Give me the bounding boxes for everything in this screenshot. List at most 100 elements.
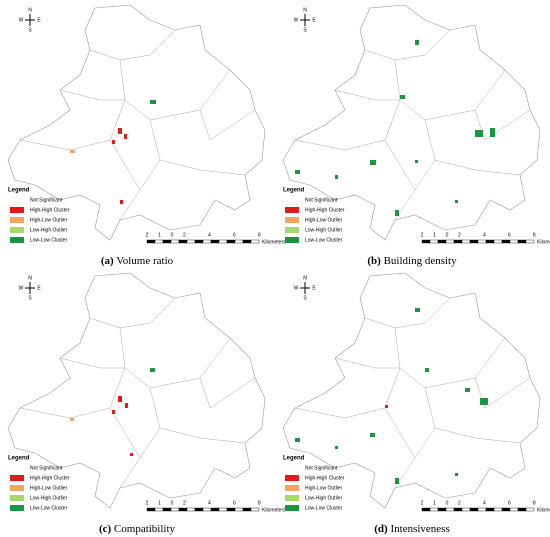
scale-segment [242, 239, 252, 244]
scale-segment [194, 507, 204, 512]
cluster-patch [120, 200, 123, 204]
scale-label: 0 [446, 500, 449, 506]
scale-unit: Kilometers [537, 239, 550, 245]
compass-s: S [303, 295, 307, 301]
cluster-patch [425, 368, 429, 372]
scale-segment [186, 239, 196, 244]
cluster-patch [415, 160, 418, 163]
caption-label: (b) [367, 255, 381, 267]
scale-segment [250, 239, 260, 244]
legend-swatch [285, 495, 299, 501]
legend-swatch [10, 495, 24, 501]
caption-title: Building density [384, 255, 458, 267]
legend-label: High-High Cluster [30, 475, 70, 481]
scale-label: 4 [483, 232, 486, 238]
compass-n: N [28, 275, 32, 281]
scale-label: 2 [458, 500, 461, 506]
scale-unit: Kilometers [262, 507, 286, 513]
legend-swatch [284, 464, 300, 472]
scale-segment [170, 239, 180, 244]
district-boundary [109, 407, 141, 459]
scale-unit: Kilometers [262, 239, 286, 245]
legend-label: Low-High Outlier [305, 227, 343, 233]
scale-segment [453, 239, 463, 244]
legend-label: High-Low Outlier [305, 217, 343, 223]
scale-segment [154, 507, 164, 512]
legend-label: Low-Low Cluster [305, 505, 343, 511]
legend-swatch [285, 237, 299, 243]
compass-w: W [19, 17, 24, 23]
cluster-patch [385, 405, 388, 408]
compass-n: N [303, 7, 307, 13]
cluster-patch [118, 396, 122, 402]
scale-segment [234, 239, 244, 244]
legend-title: Legend [8, 456, 30, 462]
caption-title: Compatibility [114, 523, 176, 535]
scale-segment [477, 239, 487, 244]
scale-segment [250, 507, 260, 512]
legend-label: High-High Cluster [305, 207, 345, 213]
cluster-patch [395, 478, 399, 484]
scale-label: 0 [446, 232, 449, 238]
legend-label: High-High Cluster [30, 207, 70, 213]
scale-label: 2 [146, 232, 149, 238]
scale-segment [421, 507, 431, 512]
scale-segment [437, 507, 447, 512]
legend-swatch [9, 196, 25, 204]
scale-segment [517, 239, 527, 244]
cluster-patch [480, 398, 488, 405]
compass-e: E [37, 285, 41, 291]
scale-label: 1 [158, 500, 161, 506]
district-boundary [424, 119, 521, 176]
scale-label: 1 [433, 500, 436, 506]
scale-segment [154, 239, 164, 244]
cluster-patch [150, 368, 155, 372]
cluster-patch [70, 418, 74, 421]
district-boundary [294, 99, 401, 151]
legend-swatch [285, 217, 299, 223]
scale-segment [218, 507, 228, 512]
cluster-patch [415, 40, 419, 45]
map-outline [282, 4, 541, 241]
district-boundary [294, 367, 401, 419]
scale-segment [226, 239, 236, 244]
scale-segment [445, 239, 455, 244]
map-outline [7, 4, 266, 241]
legend-title: Legend [283, 188, 305, 194]
cluster-patch [395, 210, 399, 216]
legend-swatch [10, 475, 24, 481]
legend-label: Not Significant [305, 465, 338, 471]
scale-segment [178, 507, 188, 512]
scale-label: 8 [258, 232, 261, 238]
scale-unit: Kilometers [537, 507, 550, 513]
caption-label: (a) [101, 255, 114, 267]
scale-segment [469, 507, 479, 512]
scale-segment [194, 239, 204, 244]
compass-e: E [312, 285, 316, 291]
cluster-patch [475, 130, 483, 137]
scale-segment [210, 239, 220, 244]
scale-label: 6 [233, 500, 236, 506]
cluster-patch [415, 308, 420, 312]
scale-segment [218, 239, 228, 244]
district-boundary [474, 377, 531, 409]
district-boundary [474, 109, 531, 141]
scale-segment [493, 239, 503, 244]
scale-label: 2 [421, 500, 424, 506]
compass-s: S [28, 295, 32, 301]
legend-label: Low-Low Cluster [30, 505, 68, 511]
district-boundary [149, 387, 246, 444]
district-boundary [59, 89, 125, 101]
cluster-patch [112, 410, 115, 414]
scale-segment [453, 507, 463, 512]
legend-swatch [285, 227, 299, 233]
scale-segment [517, 507, 527, 512]
scale-segment [421, 239, 431, 244]
legend-swatch [10, 207, 24, 213]
scale-segment [525, 507, 535, 512]
caption-title: Volume ratio [116, 255, 173, 267]
legend-swatch [10, 505, 24, 511]
